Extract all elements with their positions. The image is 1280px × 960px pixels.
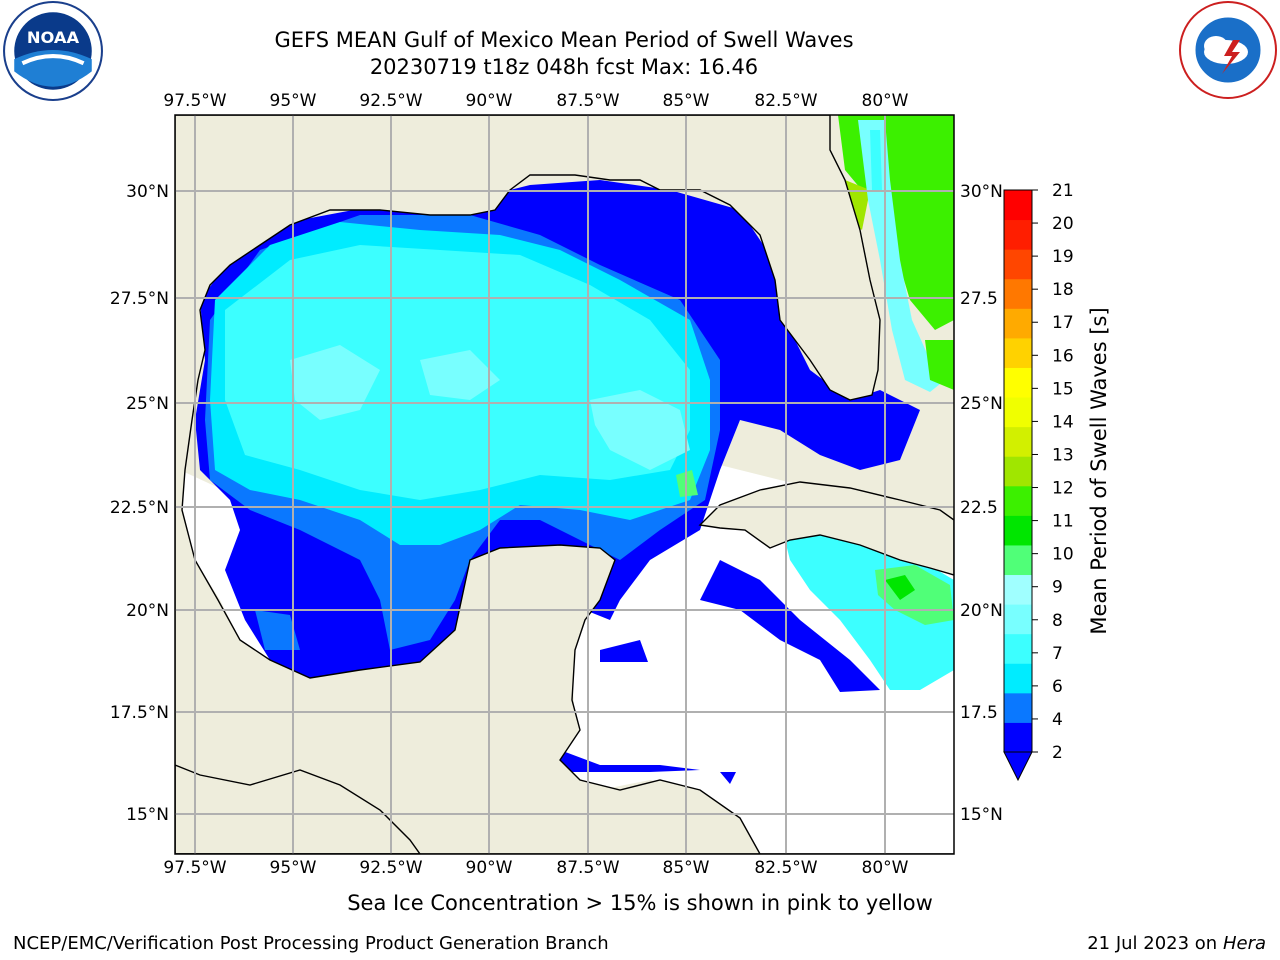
nws-logo [1179, 1, 1277, 99]
land-central-america-south [175, 764, 421, 854]
colorbar-segment [1004, 574, 1032, 605]
colorbar-segment [1004, 722, 1032, 753]
map-frame [174, 114, 955, 855]
lon-label-top: 87.5°W [556, 91, 619, 111]
graticule [175, 115, 954, 854]
land-cuba [698, 481, 954, 576]
colorbar-segment [1004, 337, 1032, 368]
lon-label-bottom: 85°W [663, 858, 710, 878]
colorbar-tick-label: 20 [1052, 214, 1074, 234]
date-line: 21 Jul 2023 on Hera [1087, 933, 1266, 954]
colorbar-tick-label: 6 [1052, 677, 1063, 697]
colorbar-segment [1004, 633, 1032, 664]
colorbar-tick-label: 12 [1052, 479, 1074, 499]
lat-labels-left: 30°N 27.5°N 25°N 22.5°N 20°N 17.5°N 15°N [110, 182, 169, 825]
colorbar-segment [1004, 219, 1032, 250]
lat-label-left: 27.5°N [110, 289, 169, 309]
host-name: Hera [1222, 933, 1266, 954]
lat-label-right: 17.5 [960, 703, 998, 723]
lat-label-right: 20°N [960, 601, 1003, 621]
noaa-logo-text: NOAA [27, 28, 80, 47]
colorbar-tick-label: 13 [1052, 445, 1074, 465]
colorbar-segment [1004, 426, 1032, 457]
colorbar-tick-label: 9 [1052, 578, 1063, 598]
lon-label-bottom: 87.5°W [556, 858, 619, 878]
colorbar-extend-arrow [1003, 751, 1033, 782]
date-text: 21 Jul 2023 on [1087, 933, 1223, 954]
lon-label-bottom: 95°W [270, 858, 317, 878]
chart-title: GEFS MEAN Gulf of Mexico Mean Period of … [274, 28, 854, 52]
swell-period-band-4-west [255, 610, 300, 650]
colorbar-tick-label: 2 [1052, 743, 1063, 763]
colorbar-segment [1004, 190, 1032, 221]
colorbar-tick-label: 11 [1052, 512, 1074, 532]
colorbar-frame [1003, 189, 1033, 753]
colorbar-tick-label: 19 [1052, 247, 1074, 267]
map-area [175, 115, 954, 854]
noaa-logo: NOAA [3, 1, 103, 101]
lon-label-top: 92.5°W [359, 91, 422, 111]
lon-label-bottom: 82.5°W [754, 858, 817, 878]
colorbar-label: Mean Period of Swell Waves [s] [1087, 307, 1111, 634]
sea-ice-caption: Sea Ice Concentration > 15% is shown in … [347, 891, 933, 915]
lon-labels-top: 97.5°W 95°W 92.5°W 90°W 87.5°W 85°W 82.5°W 80°W [163, 91, 908, 111]
colorbar-segment [1004, 515, 1032, 546]
lon-label-bottom: 90°W [466, 858, 513, 878]
lon-label-top: 85°W [663, 91, 710, 111]
colorbar-segment [1004, 604, 1032, 635]
lat-label-left: 20°N [126, 601, 169, 621]
credit-line: NCEP/EMC/Verification Post Processing Pr… [13, 933, 609, 954]
lon-label-top: 95°W [270, 91, 317, 111]
swell-period-caribbean-darkgreen [885, 575, 915, 600]
lat-label-left: 22.5°N [110, 498, 169, 518]
colorbar-segment [1004, 692, 1032, 723]
swell-period-band-2-south [560, 640, 736, 784]
lon-label-top: 82.5°W [754, 91, 817, 111]
colorbar-segment [1004, 397, 1032, 428]
lat-label-right: 30°N [960, 182, 1003, 202]
colorbar-segment [1004, 308, 1032, 339]
colorbar-segment [1004, 456, 1032, 487]
lon-label-top: 80°W [862, 91, 909, 111]
lat-label-left: 17.5°N [110, 703, 169, 723]
colorbar-tick-label: 16 [1052, 346, 1074, 366]
colorbar-segment [1004, 544, 1032, 576]
colorbar-tick-label: 21 [1052, 181, 1074, 201]
colorbar-segment [1004, 249, 1032, 280]
lat-label-left: 15°N [126, 805, 169, 825]
chart-subtitle: 20230719 t18z 048h fcst Max: 16.46 [369, 55, 759, 79]
lon-label-top: 90°W [466, 91, 513, 111]
colorbar-segment [1004, 663, 1032, 694]
lat-label-left: 30°N [126, 182, 169, 202]
colorbar-segment [1004, 485, 1032, 516]
colorbar-segment [1004, 278, 1032, 309]
colorbar-segment [1004, 367, 1032, 398]
colorbar: 2 4 6 7 8 9 10 11 12 13 14 15 16 17 18 19 20 21 [1003, 181, 1074, 782]
colorbar-tick-label: 4 [1052, 710, 1063, 730]
lon-label-bottom: 80°W [862, 858, 909, 878]
colorbar-tick-label: 15 [1052, 379, 1074, 399]
colorbar-tick-label: 8 [1052, 611, 1063, 631]
swell-period-atlantic-lightcyan [870, 130, 882, 190]
lat-labels-right: 30°N 27.5 25°N 22.5 20°N 17.5 15°N [960, 182, 1003, 825]
colorbar-tick-label: 7 [1052, 644, 1063, 664]
swell-period-band-2-east [700, 560, 880, 692]
lat-label-right: 22.5 [960, 498, 998, 518]
lat-label-left: 25°N [126, 394, 169, 414]
coastlines [175, 115, 954, 854]
lat-label-right: 25°N [960, 394, 1003, 414]
swell-period-bahamas-green [925, 340, 954, 390]
lon-labels-bottom: 97.5°W 95°W 92.5°W 90°W 87.5°W 85°W 82.5°W 80°W [163, 858, 908, 878]
colorbar-tick-label: 14 [1052, 412, 1074, 432]
lon-label-bottom: 97.5°W [163, 858, 226, 878]
land-us-gulf-coast [175, 115, 954, 854]
lat-label-right: 27.5 [960, 289, 998, 309]
lon-label-top: 97.5°W [163, 91, 226, 111]
colorbar-tick-label: 18 [1052, 280, 1074, 300]
lat-label-right: 15°N [960, 805, 1003, 825]
colorbar-tick-label: 17 [1052, 313, 1074, 333]
colorbar-tick-label: 10 [1052, 545, 1074, 565]
lon-label-bottom: 92.5°W [359, 858, 422, 878]
